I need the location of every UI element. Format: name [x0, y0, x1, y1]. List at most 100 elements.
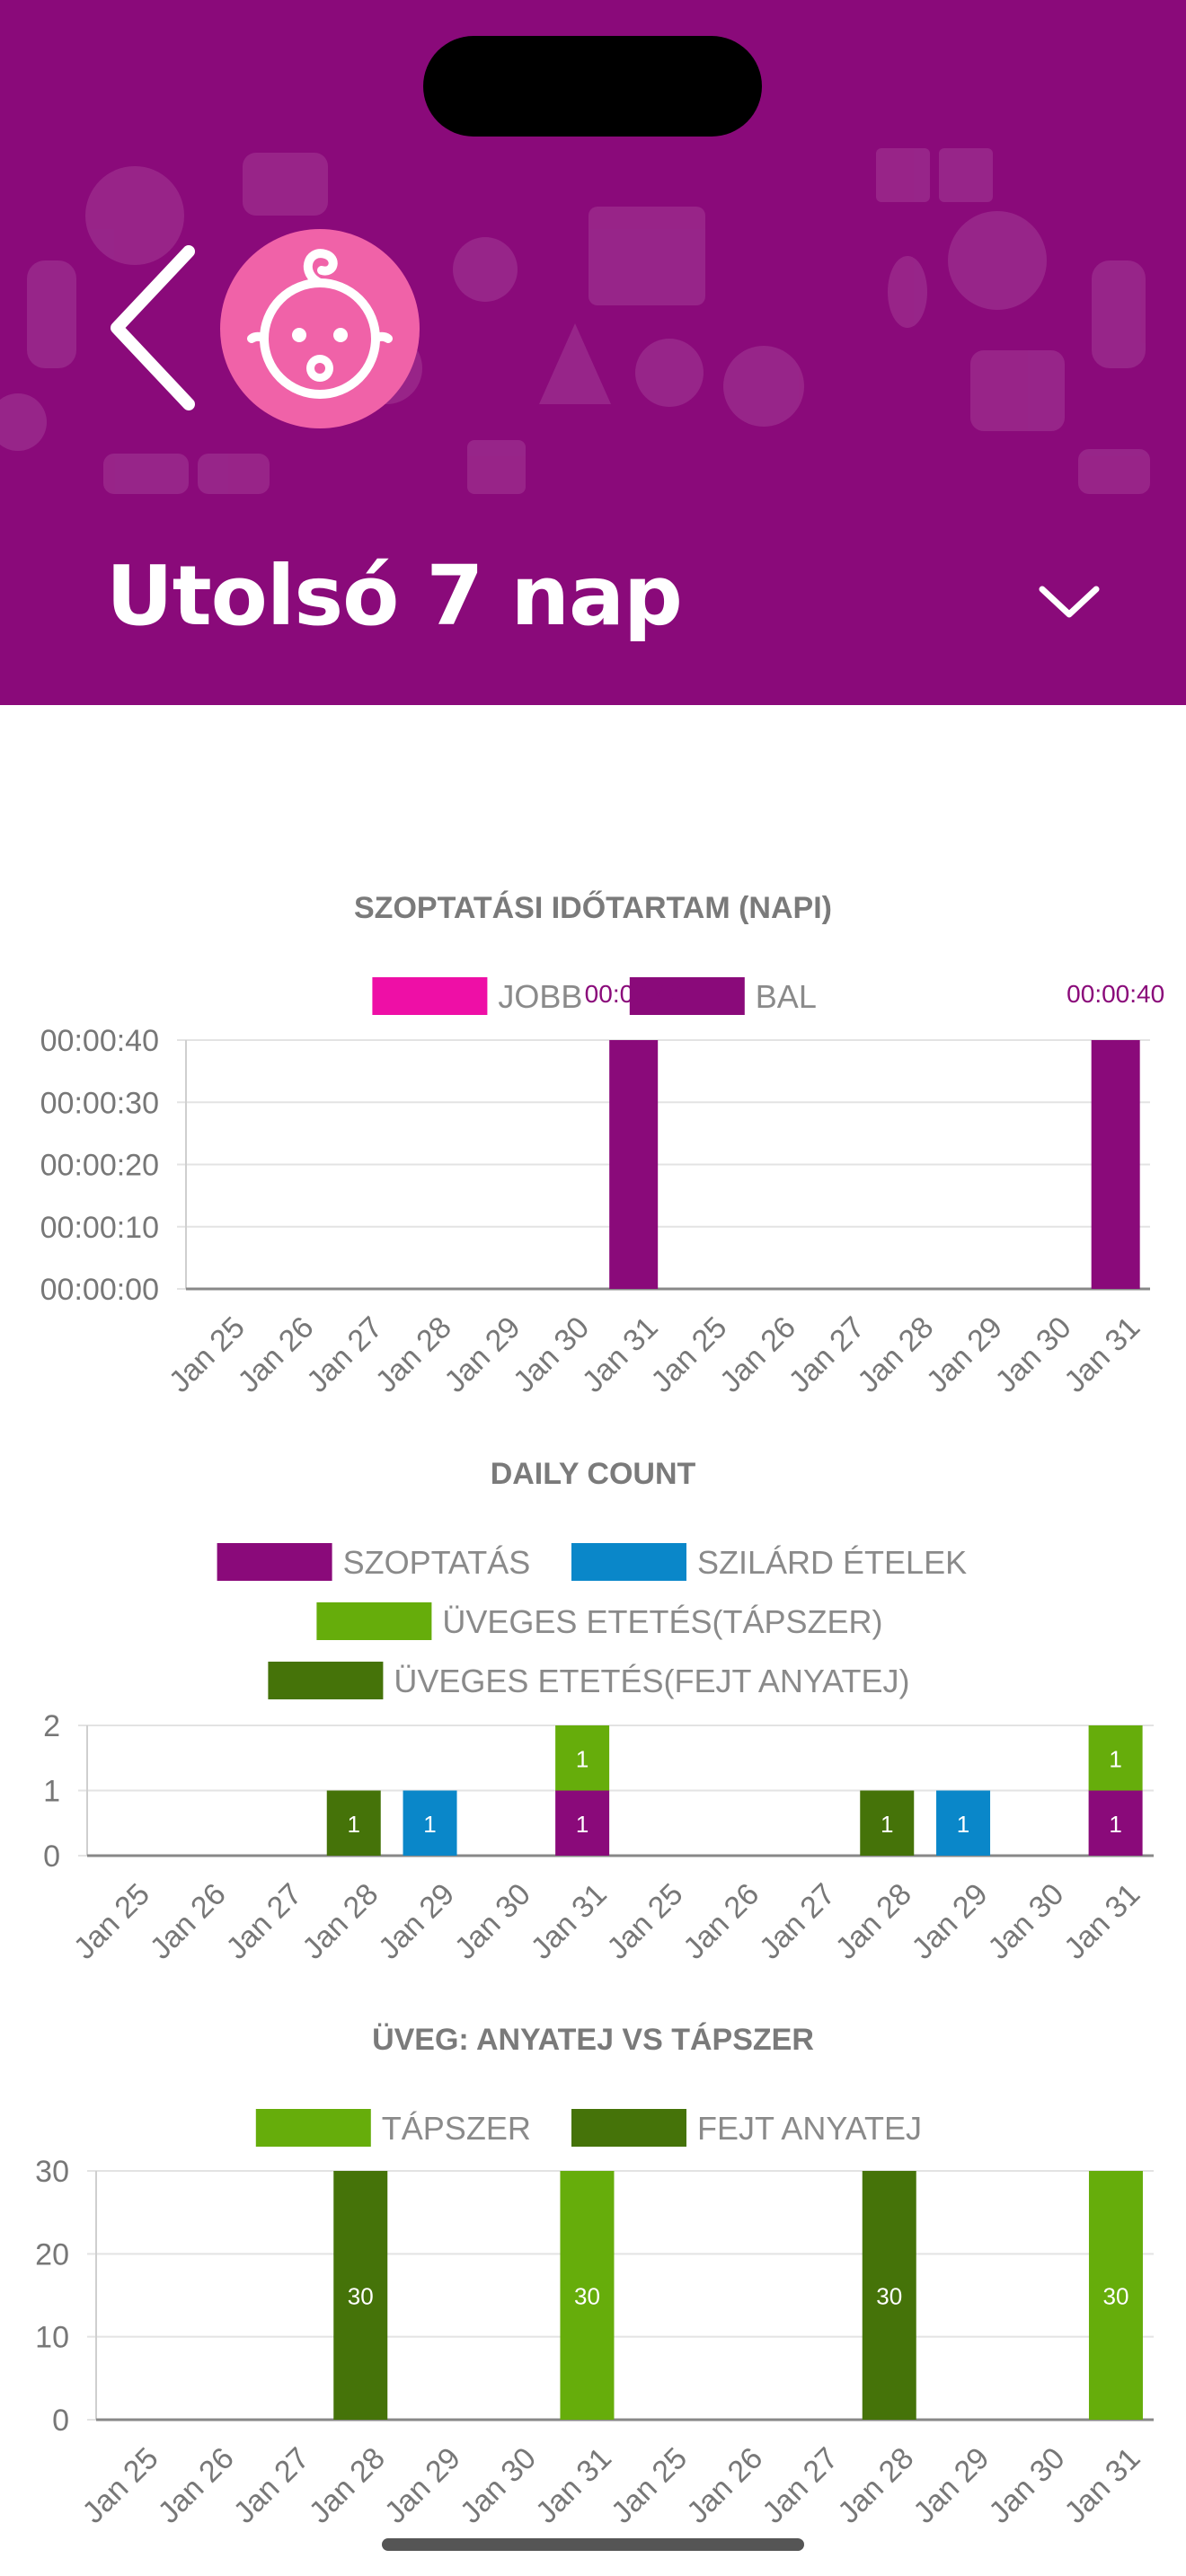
bar [560, 2171, 615, 2420]
bar-value-label: 1 [1109, 1811, 1121, 1838]
x-tick-label: Jan 28 [851, 1310, 940, 1399]
legend-label: ÜVEGES ETETÉS(TÁPSZER) [442, 1603, 882, 1640]
bar-value-label: 1 [1109, 1745, 1121, 1772]
chevron-left-icon [111, 245, 195, 410]
bar [333, 2171, 388, 2420]
legend-swatch [316, 1602, 432, 1640]
y-tick-label: 00:00:10 [40, 1211, 159, 1245]
bar [862, 2171, 916, 2420]
x-tick-label: Jan 31 [529, 2441, 618, 2530]
bar [555, 1790, 610, 1856]
bar [403, 1790, 457, 1856]
x-tick-label: Jan 28 [829, 1877, 918, 1966]
x-tick-label: Jan 31 [1058, 1877, 1146, 1966]
app-header: Utolsó 7 nap [0, 0, 1186, 705]
y-tick-label: 00:00:40 [40, 1024, 159, 1058]
bar-value-label: 1 [423, 1811, 436, 1838]
x-tick-label: Jan 29 [378, 2441, 467, 2530]
period-title: Utolsó 7 nap [106, 548, 683, 644]
x-tick-label: Jan 29 [438, 1310, 527, 1399]
bar-value-label: 1 [957, 1811, 969, 1838]
legend-label: TÁPSZER [382, 2110, 531, 2147]
x-tick-label: Jan 28 [369, 1310, 458, 1399]
y-tick-label: 20 [35, 2237, 69, 2272]
x-tick-label: Jan 26 [144, 1877, 233, 1966]
x-tick-label: Jan 27 [300, 1310, 389, 1399]
bar [1088, 2171, 1143, 2420]
bar [860, 1790, 915, 1856]
bar [936, 1790, 991, 1856]
legend-swatch [629, 977, 745, 1015]
legend-label: BAL [756, 978, 817, 1015]
x-tick-label: Jan 25 [163, 1310, 252, 1399]
x-tick-label: Jan 27 [753, 1877, 842, 1966]
x-tick-label: Jan 31 [1058, 1310, 1146, 1399]
bar [1088, 1790, 1143, 1856]
x-tick-label: Jan 26 [677, 1877, 766, 1966]
legend-label: JOBB [498, 978, 582, 1015]
x-tick-label: Jan 26 [232, 1310, 321, 1399]
bar [609, 1040, 659, 1289]
x-tick-label: Jan 27 [227, 2441, 316, 2530]
bar-value-label: 30 [574, 2283, 600, 2310]
y-tick-label: 00:00:30 [40, 1086, 159, 1120]
daily-count-svg: DAILY COUNT SZOPTATÁS SZILÁRD ÉTELEK ÜVEGES… [43, 1457, 1154, 1966]
bottle-milk-vs-formula-chart: ÜVEG: ANYATEJ VS TÁPSZER TÁPSZER FEJT ANYA… [0, 1994, 1186, 2533]
x-tick-label: Jan 25 [644, 1310, 733, 1399]
bottle-milk-vs-formula-svg: ÜVEG: ANYATEJ VS TÁPSZER TÁPSZER FEJT ANYA… [35, 2023, 1154, 2530]
bar [1088, 1725, 1143, 1791]
chart-title: DAILY COUNT [491, 1457, 696, 1491]
legend-swatch [571, 2109, 686, 2147]
legend-label: SZILÁRD ÉTELEK [697, 1544, 967, 1581]
x-tick-label: Jan 31 [576, 1310, 665, 1399]
x-tick-label: Jan 30 [448, 1877, 537, 1966]
bar-value-label: 30 [876, 2283, 902, 2310]
x-tick-label: Jan 30 [454, 2441, 543, 2530]
x-tick-label: Jan 25 [605, 2441, 694, 2530]
legend-swatch [255, 2109, 371, 2147]
x-tick-label: Jan 26 [152, 2441, 241, 2530]
baby-face-icon [247, 249, 393, 399]
bar-value-label: 1 [881, 1811, 893, 1838]
data-label: 00:00:40 [585, 980, 683, 1008]
baby-avatar[interactable] [220, 229, 420, 428]
x-tick-label: Jan 31 [525, 1877, 614, 1966]
y-tick-label: 1 [43, 1775, 60, 1809]
legend-label: FEJT ANYATEJ [697, 2110, 922, 2147]
x-tick-label: Jan 27 [783, 1310, 872, 1399]
daily-count-chart: DAILY COUNT SZOPTATÁS SZILÁRD ÉTELEK ÜVEGES… [0, 1428, 1186, 1994]
x-tick-label: Jan 28 [303, 2441, 392, 2530]
bar [555, 1725, 610, 1791]
data-label: 00:00:40 [1067, 980, 1164, 1008]
x-tick-label: Jan 27 [756, 2441, 845, 2530]
legend-swatch [372, 977, 488, 1015]
bar-value-label: 30 [348, 2283, 374, 2310]
chart-title: ÜVEG: ANYATEJ VS TÁPSZER [372, 2023, 814, 2057]
bar-value-label: 1 [576, 1811, 589, 1838]
legend-swatch [268, 1662, 384, 1699]
y-tick-label: 0 [52, 2404, 69, 2438]
x-tick-label: Jan 28 [296, 1877, 385, 1966]
home-indicator [382, 2538, 804, 2551]
y-tick-label: 30 [35, 2155, 69, 2189]
y-tick-label: 00:00:00 [40, 1273, 159, 1307]
chevron-down-icon [1039, 586, 1100, 618]
baby-pattern-background [0, 148, 1150, 494]
breastfeeding-duration-svg: SZOPTATÁSI IDŐTARTAM (NAPI) JOBB BAL 00:00:… [40, 891, 1165, 1399]
x-tick-label: Jan 30 [982, 2441, 1071, 2530]
x-tick-label: Jan 31 [1058, 2441, 1147, 2530]
y-tick-label: 00:00:20 [40, 1149, 159, 1183]
camera-notch [423, 36, 762, 137]
period-dropdown-button[interactable] [1033, 575, 1105, 629]
x-tick-label: Jan 26 [713, 1310, 802, 1399]
breastfeeding-duration-chart: SZOPTATÁSI IDŐTARTAM (NAPI) JOBB BAL 00:00:… [0, 862, 1186, 1419]
x-tick-label: Jan 30 [981, 1877, 1070, 1966]
bar [1091, 1040, 1140, 1289]
legend-label: SZOPTATÁS [343, 1544, 531, 1581]
back-button[interactable] [97, 243, 205, 413]
x-tick-label: Jan 25 [76, 2441, 165, 2530]
x-tick-label: Jan 28 [831, 2441, 920, 2530]
legend-label: ÜVEGES ETETÉS(FEJT ANYATEJ) [394, 1663, 909, 1699]
x-tick-label: Jan 29 [907, 2441, 996, 2530]
legend-swatch [217, 1543, 332, 1581]
